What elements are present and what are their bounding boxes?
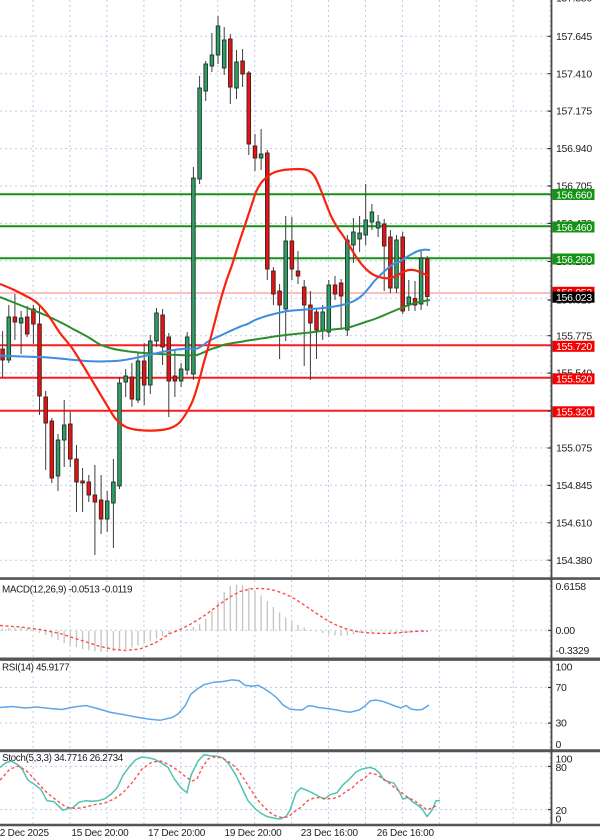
svg-text:0.00: 0.00 (556, 625, 576, 637)
svg-text:2 Dec 2025: 2 Dec 2025 (0, 828, 50, 839)
svg-text:0: 0 (556, 814, 562, 826)
svg-text:15 Dec 20:00: 15 Dec 20:00 (71, 828, 129, 839)
svg-text:0: 0 (556, 739, 562, 751)
svg-text:20: 20 (556, 805, 568, 817)
svg-text:30: 30 (556, 718, 568, 730)
svg-text:155.320: 155.320 (556, 407, 592, 419)
svg-text:-0.3329: -0.3329 (556, 645, 590, 657)
svg-text:19 Dec 20:00: 19 Dec 20:00 (224, 828, 282, 839)
svg-text:Stoch(5,3,3) 34.7716 26.2734: Stoch(5,3,3) 34.7716 26.2734 (2, 753, 124, 764)
svg-text:156.260: 156.260 (556, 254, 592, 266)
svg-text:100: 100 (556, 662, 573, 674)
svg-text:155.075: 155.075 (556, 443, 592, 455)
svg-text:154.380: 154.380 (556, 555, 592, 567)
svg-text:23 Dec 16:00: 23 Dec 16:00 (301, 828, 359, 839)
svg-text:80: 80 (556, 762, 568, 774)
svg-text:156.460: 156.460 (556, 222, 592, 234)
svg-text:155.520: 155.520 (556, 374, 592, 386)
svg-text:157.880: 157.880 (556, 0, 592, 4)
svg-text:17 Dec 20:00: 17 Dec 20:00 (148, 828, 206, 839)
svg-text:156.940: 156.940 (556, 143, 592, 155)
svg-text:100: 100 (556, 754, 573, 766)
svg-text:156.023: 156.023 (556, 292, 592, 304)
svg-text:RSI(14) 45.9177: RSI(14) 45.9177 (2, 663, 69, 674)
svg-text:157.410: 157.410 (556, 68, 592, 80)
svg-text:26 Dec 16:00: 26 Dec 16:00 (377, 828, 435, 839)
svg-text:157.645: 157.645 (556, 31, 592, 43)
svg-text:MACD(12,26,9) -0.0513 -0.0119: MACD(12,26,9) -0.0513 -0.0119 (2, 585, 133, 596)
svg-text:154.610: 154.610 (556, 517, 592, 529)
svg-text:70: 70 (556, 682, 568, 694)
svg-text:156.660: 156.660 (556, 189, 592, 201)
svg-text:154.845: 154.845 (556, 480, 592, 492)
svg-text:157.175: 157.175 (556, 106, 592, 118)
svg-text:155.720: 155.720 (556, 341, 592, 353)
svg-text:0.6158: 0.6158 (556, 581, 587, 593)
svg-text:155.775: 155.775 (556, 330, 592, 342)
